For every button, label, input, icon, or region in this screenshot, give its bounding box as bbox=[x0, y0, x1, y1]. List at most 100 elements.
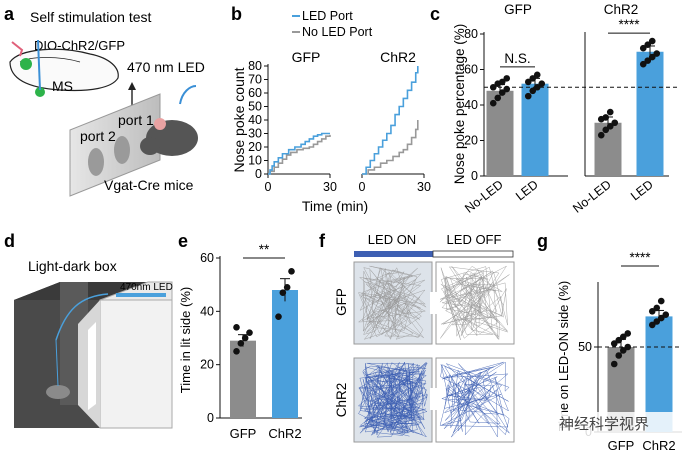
panel-b-ylabel: Nose poke count bbox=[231, 67, 247, 172]
panel-e-ylabel: Time in lit side (%) bbox=[178, 287, 193, 393]
fiber-to-mouse bbox=[55, 339, 59, 387]
panel-c-point bbox=[644, 57, 652, 64]
panel-b-ytick-label: 40 bbox=[248, 113, 262, 127]
chr2-led-on-tracks bbox=[357, 361, 428, 438]
panel-b-xtick-label: 30 bbox=[417, 180, 431, 194]
panel-c-point bbox=[524, 92, 532, 100]
panel-e-bar bbox=[272, 290, 298, 418]
panel-b-legend: LED Port No LED Port bbox=[292, 9, 373, 39]
panel-b-xtick-label: 0 bbox=[265, 180, 272, 194]
panel-c-point bbox=[639, 44, 647, 52]
subplot-title-chr2: ChR2 bbox=[380, 49, 416, 65]
subplot-title-gfp: GFP bbox=[292, 49, 321, 65]
panel-c-title-gfp: GFP bbox=[504, 2, 532, 17]
panel-g-point bbox=[662, 311, 670, 319]
panel-c-point bbox=[648, 53, 656, 61]
door-opening bbox=[88, 322, 96, 410]
injection-site-green bbox=[20, 58, 32, 70]
panel-a-schematic: Self stimulation test DIO-ChR2/GFP MS 47… bbox=[9, 9, 205, 197]
panel-e-xtick-label: GFP bbox=[230, 426, 257, 441]
panel-b-ytick-label: 0 bbox=[255, 167, 262, 181]
panel-c-xtick-label: No-LED bbox=[462, 177, 506, 215]
panel-b-ytick-label: 80 bbox=[248, 59, 262, 73]
panel-c-ylabel: Nose poke percentage (%) bbox=[452, 24, 467, 185]
mouse-head bbox=[140, 137, 160, 155]
panel-e-chart: Time in lit side (%) 0 20 40 60 GFP ChR2 ** bbox=[178, 242, 302, 441]
panel-b-xlabel: Time (min) bbox=[302, 198, 368, 214]
panel-c-point bbox=[529, 75, 537, 82]
panel-g-point bbox=[624, 330, 632, 337]
gfp-led-off-tracks bbox=[439, 265, 510, 341]
panel-a-port2: port 2 bbox=[80, 128, 116, 144]
panel-g-ylabel: Time on LED-ON side (%) bbox=[556, 281, 571, 432]
panel-g-point bbox=[653, 318, 661, 325]
gfp-door-gap bbox=[430, 292, 438, 314]
panel-c-point bbox=[639, 60, 647, 68]
panel-d-schematic: Light-dark box 470nm LED bbox=[14, 258, 173, 429]
panel-c-sig-label: N.S. bbox=[504, 51, 530, 66]
port-2-hole bbox=[88, 148, 104, 176]
panel-a-port1: port 1 bbox=[118, 112, 154, 128]
syringe-icon bbox=[11, 41, 24, 57]
led-on-label: LED ON bbox=[368, 232, 416, 247]
panel-c-point bbox=[538, 80, 546, 87]
panel-g-xtick-label: GFP bbox=[608, 438, 635, 453]
fiber-cable-d bbox=[55, 293, 109, 341]
panel-b-chart: LED Port No LED Port GFP ChR2 Nose poke … bbox=[231, 9, 431, 214]
led-off-bar bbox=[432, 250, 514, 258]
panel-b-series-led bbox=[268, 132, 330, 175]
watermark: 神经科学视界 bbox=[555, 412, 685, 436]
panel-g-point bbox=[657, 314, 665, 322]
panel-c-point bbox=[611, 119, 619, 127]
panel-c-chart: Nose poke percentage (%) GFP ChR2 0 20 40 6… bbox=[452, 2, 680, 216]
panel-c-point bbox=[533, 83, 541, 91]
panel-g-point bbox=[610, 340, 618, 347]
panel-c-sig-label: **** bbox=[618, 17, 640, 32]
panel-g-ytick-label: 50 bbox=[578, 340, 592, 354]
panel-c-point bbox=[606, 108, 614, 116]
panel-a-title: Self stimulation test bbox=[30, 9, 151, 25]
panel-e-point bbox=[241, 334, 249, 342]
panel-g-point bbox=[615, 352, 623, 359]
panel-g-point bbox=[648, 321, 656, 329]
panel-d-led: 470nm LED bbox=[120, 282, 173, 293]
panel-a-region: MS bbox=[52, 78, 73, 94]
panel-c-xtick-label: LED bbox=[513, 177, 541, 203]
panel-e-point bbox=[233, 348, 240, 355]
panel-c-ytick-label: 20 bbox=[464, 134, 478, 148]
panel-a-mice: Vgat-Cre mice bbox=[104, 177, 194, 193]
panel-c-point bbox=[602, 126, 610, 134]
panel-g-point bbox=[648, 308, 656, 315]
panel-label-e: e bbox=[178, 231, 188, 251]
panel-c-point bbox=[489, 99, 497, 107]
panel-c-point bbox=[494, 94, 502, 102]
panel-e-point bbox=[275, 313, 282, 320]
mouse-in-box bbox=[46, 385, 70, 399]
panel-e-point bbox=[233, 324, 240, 331]
panel-label-a: a bbox=[4, 4, 15, 24]
panel-e-point bbox=[288, 268, 295, 275]
legend-noled-label: No LED Port bbox=[302, 25, 373, 39]
panel-c-ytick-label: 40 bbox=[464, 98, 478, 112]
gfp-led-on-tracks bbox=[357, 265, 427, 340]
panel-c-point bbox=[602, 114, 610, 121]
panel-label-f: f bbox=[319, 231, 326, 251]
panel-c-point bbox=[498, 89, 506, 96]
panel-label-g: g bbox=[537, 231, 548, 251]
arrow-head-icon bbox=[128, 82, 136, 90]
light-box-front bbox=[99, 299, 173, 429]
panel-b-series-noled bbox=[268, 134, 331, 175]
panel-c-point bbox=[648, 37, 656, 45]
panel-g-sig-label: **** bbox=[629, 250, 651, 265]
panel-c-point bbox=[533, 71, 541, 79]
panel-b-xtick-label: 0 bbox=[359, 180, 366, 194]
panel-c-title-chr2: ChR2 bbox=[604, 2, 639, 17]
panel-b-ytick-label: 70 bbox=[248, 73, 262, 87]
panel-b-series-led bbox=[362, 66, 419, 175]
panel-b-ytick-label: 10 bbox=[248, 154, 262, 168]
panel-e-point bbox=[279, 289, 287, 296]
led-on-bar bbox=[354, 251, 433, 257]
panel-g-point bbox=[615, 336, 623, 344]
panel-b-ytick-label: 30 bbox=[248, 127, 262, 141]
panel-c-point bbox=[524, 78, 532, 86]
